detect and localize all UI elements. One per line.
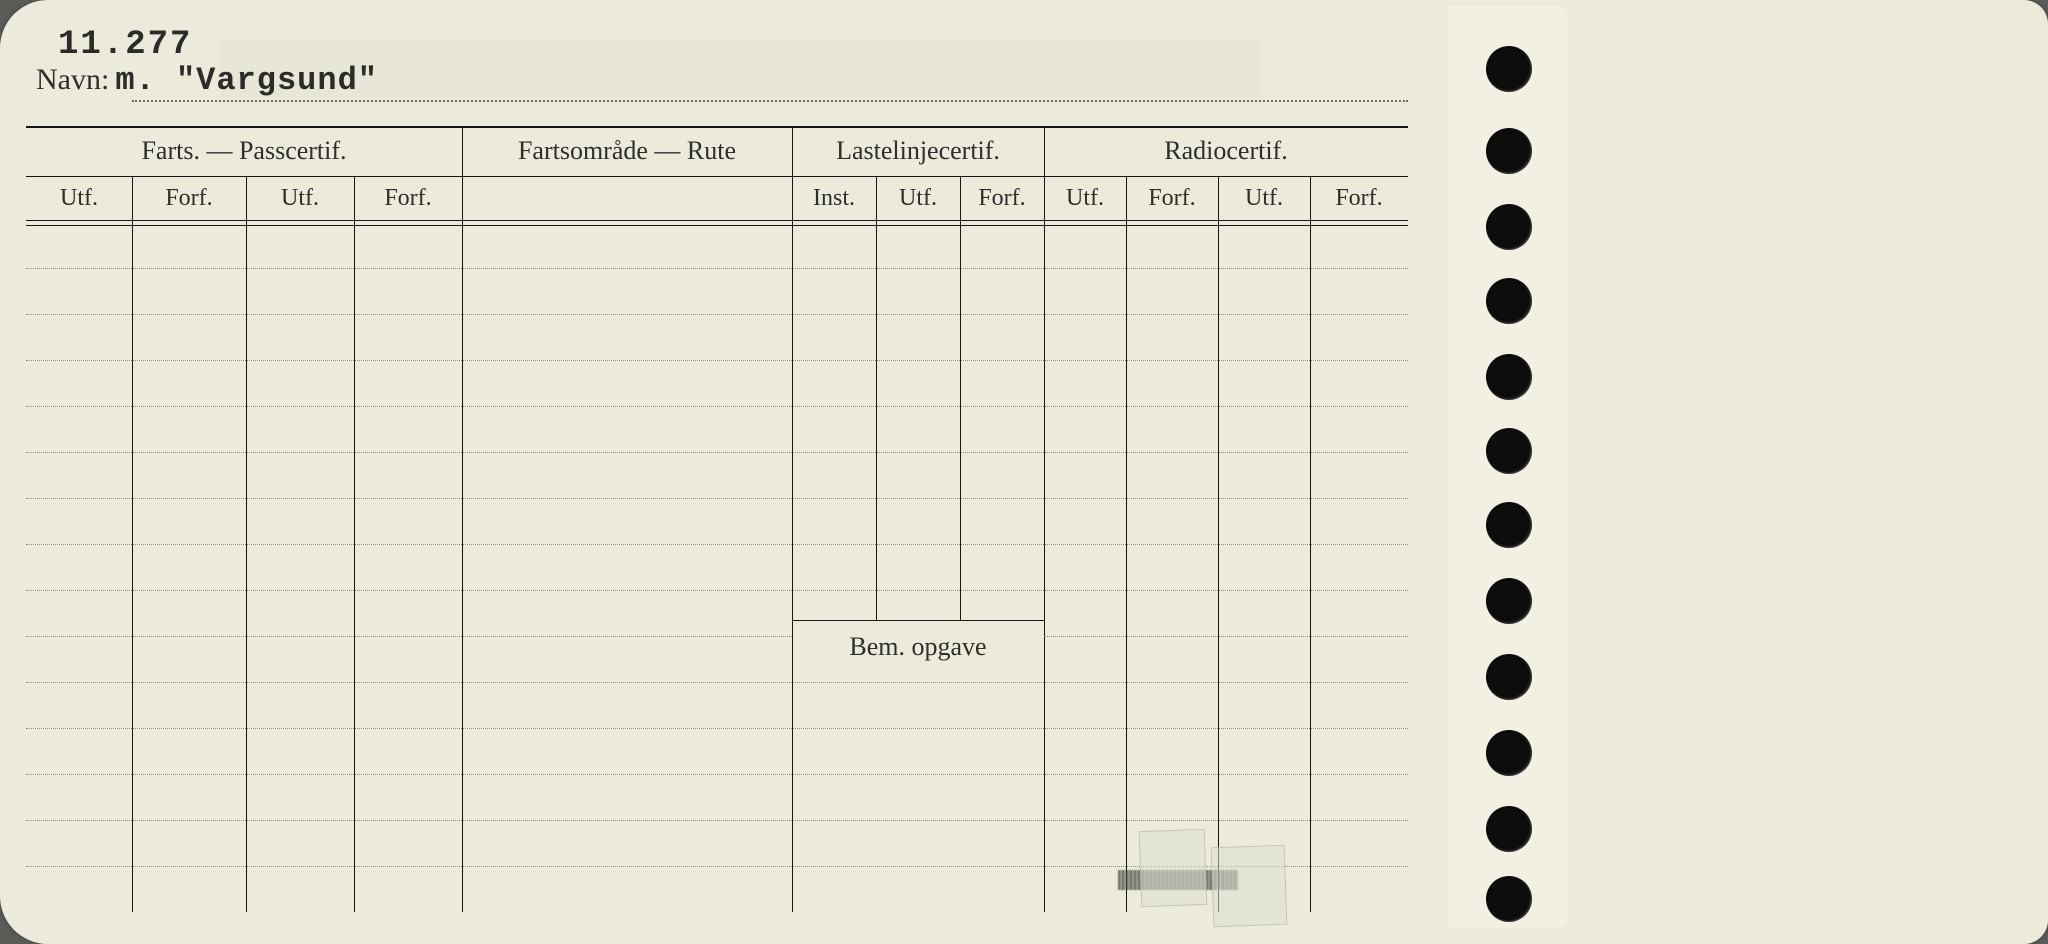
binder-hole: [1486, 204, 1532, 250]
binder-hole: [1486, 876, 1532, 922]
binder-hole: [1486, 730, 1532, 776]
v-laste-2: [960, 176, 961, 620]
binder-hole: [1486, 428, 1532, 474]
binder-hole: [1486, 128, 1532, 174]
col-radio-utf1: Utf.: [1044, 176, 1126, 220]
dotted-row: [26, 498, 1408, 499]
dotted-row: [26, 360, 1408, 361]
col-laste-forf: Forf.: [960, 176, 1044, 220]
dotted-row: [26, 590, 1408, 591]
v-major-2: [792, 126, 793, 912]
col-laste-inst: Inst.: [792, 176, 876, 220]
section-headers: Farts. — Passcertif. Fartsområde — Rute …: [26, 126, 1408, 176]
binder-hole: [1486, 578, 1532, 624]
col-farts-forf2: Forf.: [354, 176, 462, 220]
dotted-row: [26, 636, 792, 637]
v-major-3: [1044, 126, 1045, 912]
dotted-row: [26, 544, 1408, 545]
dotted-row: [26, 452, 1408, 453]
dotted-row: [26, 406, 1408, 407]
navn-label: Navn:: [36, 63, 109, 97]
v-laste-1: [876, 176, 877, 620]
dotted-row: [26, 682, 1408, 683]
col-radio-forf2: Forf.: [1310, 176, 1408, 220]
binder-hole: [1486, 654, 1532, 700]
dotted-row: [1044, 636, 1408, 637]
section-radio: Radiocertif.: [1044, 126, 1408, 176]
binder-hole: [1486, 46, 1532, 92]
dotted-row: [26, 820, 1408, 821]
section-rute: Fartsområde — Rute: [462, 126, 792, 176]
record-id: 11.277: [58, 26, 192, 64]
tape-1: [1139, 829, 1208, 907]
col-laste-utf: Utf.: [876, 176, 960, 220]
navn-dotted-underline: [132, 100, 1408, 102]
col-farts-utf1: Utf.: [26, 176, 132, 220]
col-radio-forf1: Forf.: [1126, 176, 1218, 220]
section-farts: Farts. — Passcertif.: [26, 126, 462, 176]
dotted-row: [26, 268, 1408, 269]
binder-hole: [1486, 354, 1532, 400]
col-farts-utf2: Utf.: [246, 176, 354, 220]
dotted-row: [26, 774, 1408, 775]
bem-opgave-rule: [792, 620, 1044, 621]
subheaders: Utf. Forf. Utf. Forf. Inst. Utf. Forf. U…: [26, 176, 1408, 220]
index-card: 11.277 Navn: m. "Vargsund" Farts. — Pass…: [0, 0, 2048, 944]
section-laste: Lastelinjecertif.: [792, 126, 1044, 176]
navn-row: Navn: m. "Vargsund": [36, 62, 1408, 99]
col-farts-forf1: Forf.: [132, 176, 246, 220]
bem-opgave-label: Bem. opgave: [792, 632, 1044, 662]
dotted-row: [26, 314, 1408, 315]
tape-2: [1211, 845, 1288, 928]
col-radio-utf2: Utf.: [1218, 176, 1310, 220]
binder-hole: [1486, 278, 1532, 324]
v-major-1: [462, 126, 463, 912]
navn-value: m. "Vargsund": [115, 62, 378, 99]
binder-hole: [1486, 502, 1532, 548]
dotted-row: [26, 728, 1408, 729]
binder-hole: [1486, 806, 1532, 852]
